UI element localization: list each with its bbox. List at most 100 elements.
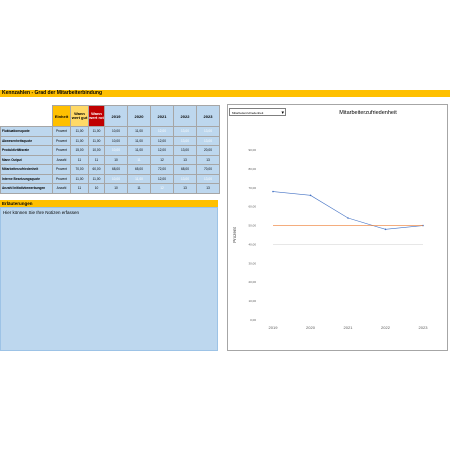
data-point xyxy=(384,228,387,231)
bad-threshold-cell[interactable]: 10 xyxy=(88,183,105,194)
kpi-name-cell[interactable]: Fluktuationsquote xyxy=(0,126,53,137)
value-cell[interactable]: 13,00 xyxy=(173,173,197,184)
good-threshold-cell[interactable]: 70,00 xyxy=(70,164,89,175)
kpi-name-cell[interactable]: Abwesenheitsquote xyxy=(0,135,53,146)
x-tick-label: 2020 xyxy=(306,325,316,330)
unit-cell[interactable]: Prozent xyxy=(52,135,71,146)
y-tick-label: 50,00 xyxy=(248,224,256,228)
value-cell[interactable]: 70,00 xyxy=(196,164,220,175)
kpi-select-dropdown[interactable]: Mitarbeiterzufriedenheit ▾ xyxy=(229,108,286,116)
unit-cell[interactable]: Prozent xyxy=(52,173,71,184)
unit-cell[interactable]: Anzahl xyxy=(52,154,71,165)
y-tick-label: 60,00 xyxy=(248,205,256,209)
kpi-name-cell[interactable]: Mitarbeiterzufriedenheit xyxy=(0,164,53,175)
y-tick-label: 30,00 xyxy=(248,261,256,265)
column-header-2023: 2023 xyxy=(196,105,220,127)
data-point xyxy=(309,194,312,197)
value-cell[interactable]: 11 xyxy=(127,183,151,194)
notes-textarea[interactable]: Hier können Sie Ihre Notizen erfassen xyxy=(0,207,218,351)
bad-threshold-cell[interactable]: 11,00 xyxy=(88,135,105,146)
value-cell[interactable]: 11 xyxy=(127,154,151,165)
table-row: Mann Output Anzahl 11 11 10 11 12 13 13 xyxy=(0,154,220,165)
kpi-name-cell[interactable]: Produktivitätsrate xyxy=(0,145,53,156)
unit-cell[interactable]: Prozent xyxy=(52,126,71,137)
value-cell[interactable]: 10,00 xyxy=(104,135,128,146)
y-tick-label: 90,00 xyxy=(248,148,256,152)
value-cell[interactable]: 13,00 xyxy=(196,126,220,137)
value-cell[interactable]: 11,00 xyxy=(127,145,151,156)
good-threshold-cell[interactable]: 11,00 xyxy=(70,173,89,184)
series-line xyxy=(272,191,424,230)
line-chart: 0,00 10,00 20,00 30,00 40,00 50,00 60,00 70,00 8… xyxy=(232,148,429,330)
value-cell[interactable]: 10 xyxy=(104,183,128,194)
good-threshold-cell[interactable]: 11,00 xyxy=(70,126,89,137)
value-cell[interactable]: 12 xyxy=(150,183,174,194)
y-tick-label: 20,00 xyxy=(248,280,256,284)
bad-threshold-cell[interactable]: 60,00 xyxy=(88,164,105,175)
column-header-2021: 2021 xyxy=(150,105,174,127)
notes-header: Erläuterungen xyxy=(0,200,218,207)
table-row: Interne Besetzungsquote Prozent 11,00 11,00… xyxy=(0,173,220,184)
x-tick-label: 2019 xyxy=(269,325,279,330)
value-cell[interactable]: 13,00 xyxy=(196,173,220,184)
value-cell[interactable]: 12 xyxy=(150,154,174,165)
value-cell[interactable]: 13 xyxy=(196,154,220,165)
bad-threshold-cell[interactable]: 11 xyxy=(88,154,105,165)
value-cell[interactable]: 10,00 xyxy=(104,145,128,156)
chart-container: Mitarbeiterzufriedenheit ▾ Mitarbeiterzu… xyxy=(227,104,448,351)
dropdown-value: Mitarbeiterzufriedenheit xyxy=(232,111,264,115)
chevron-down-icon[interactable]: ▾ xyxy=(281,110,284,116)
good-threshold-cell[interactable]: 11 xyxy=(70,183,89,194)
y-tick-label: 10,00 xyxy=(248,299,256,303)
x-tick-label: 2022 xyxy=(381,325,391,330)
good-threshold-cell[interactable]: 11,00 xyxy=(70,135,89,146)
table-row: Abwesenheitsquote Prozent 11,00 11,00 10,00 1… xyxy=(0,135,220,146)
bad-threshold-cell[interactable]: 10,00 xyxy=(88,145,105,156)
unit-cell[interactable]: Anzahl xyxy=(52,183,71,194)
unit-cell[interactable]: Prozent xyxy=(52,145,71,156)
value-cell[interactable]: 12,00 xyxy=(150,173,174,184)
value-cell[interactable]: 10,00 xyxy=(104,126,128,137)
table-row: Mitarbeiterzufriedenheit Prozent 70,00 60,0… xyxy=(0,164,220,175)
value-cell[interactable]: 68,00 xyxy=(173,164,197,175)
x-tick-label: 2023 xyxy=(419,325,429,330)
value-cell[interactable]: 11,00 xyxy=(127,173,151,184)
value-cell[interactable]: 20,00 xyxy=(196,145,220,156)
value-cell[interactable]: 13,00 xyxy=(173,135,197,146)
x-tick-label: 2021 xyxy=(344,325,354,330)
y-axis-label: Prozent xyxy=(232,226,237,242)
bad-threshold-cell[interactable]: 11,00 xyxy=(88,173,105,184)
y-tick-label: 0,00 xyxy=(250,318,256,322)
header-corner xyxy=(0,105,53,127)
y-tick-label: 80,00 xyxy=(248,167,256,171)
kpi-name-cell[interactable]: Interne Besetzungsquote xyxy=(0,173,53,184)
y-tick-label: 40,00 xyxy=(248,242,256,246)
column-header-2020: 2020 xyxy=(127,105,151,127)
table-row: Fluktuationsquote Prozent 11,00 11,00 10,00 1… xyxy=(0,126,220,137)
value-cell[interactable]: 13 xyxy=(173,154,197,165)
value-cell[interactable]: 12,00 xyxy=(150,135,174,146)
value-cell[interactable]: 10 xyxy=(104,154,128,165)
value-cell[interactable]: 65,00 xyxy=(127,164,151,175)
value-cell[interactable]: 10,00 xyxy=(104,173,128,184)
value-cell[interactable]: 13,00 xyxy=(196,135,220,146)
value-cell[interactable]: 11,00 xyxy=(127,126,151,137)
value-cell[interactable]: 68,00 xyxy=(104,164,128,175)
unit-cell[interactable]: Prozent xyxy=(52,164,71,175)
page-title: Kennzahlen - Grad der Mitarbeiterbindung xyxy=(0,90,450,97)
kpi-table: Einheit Wann wert gut Wann wert rot 2019… xyxy=(0,105,220,194)
value-cell[interactable]: 72,00 xyxy=(150,164,174,175)
value-cell[interactable]: 12,00 xyxy=(150,126,174,137)
value-cell[interactable]: 11,00 xyxy=(127,135,151,146)
good-threshold-cell[interactable]: 15,00 xyxy=(70,145,89,156)
value-cell[interactable]: 13 xyxy=(173,183,197,194)
kpi-name-cell[interactable]: Mann Output xyxy=(0,154,53,165)
value-cell[interactable]: 13,00 xyxy=(173,145,197,156)
notes-text: Hier können Sie Ihre Notizen erfassen xyxy=(3,210,80,215)
kpi-name-cell[interactable]: Anzahl Initiativbewerbungen xyxy=(0,183,53,194)
value-cell[interactable]: 12,00 xyxy=(150,145,174,156)
value-cell[interactable]: 13,00 xyxy=(173,126,197,137)
value-cell[interactable]: 13 xyxy=(196,183,220,194)
good-threshold-cell[interactable]: 11 xyxy=(70,154,89,165)
bad-threshold-cell[interactable]: 11,00 xyxy=(88,126,105,137)
